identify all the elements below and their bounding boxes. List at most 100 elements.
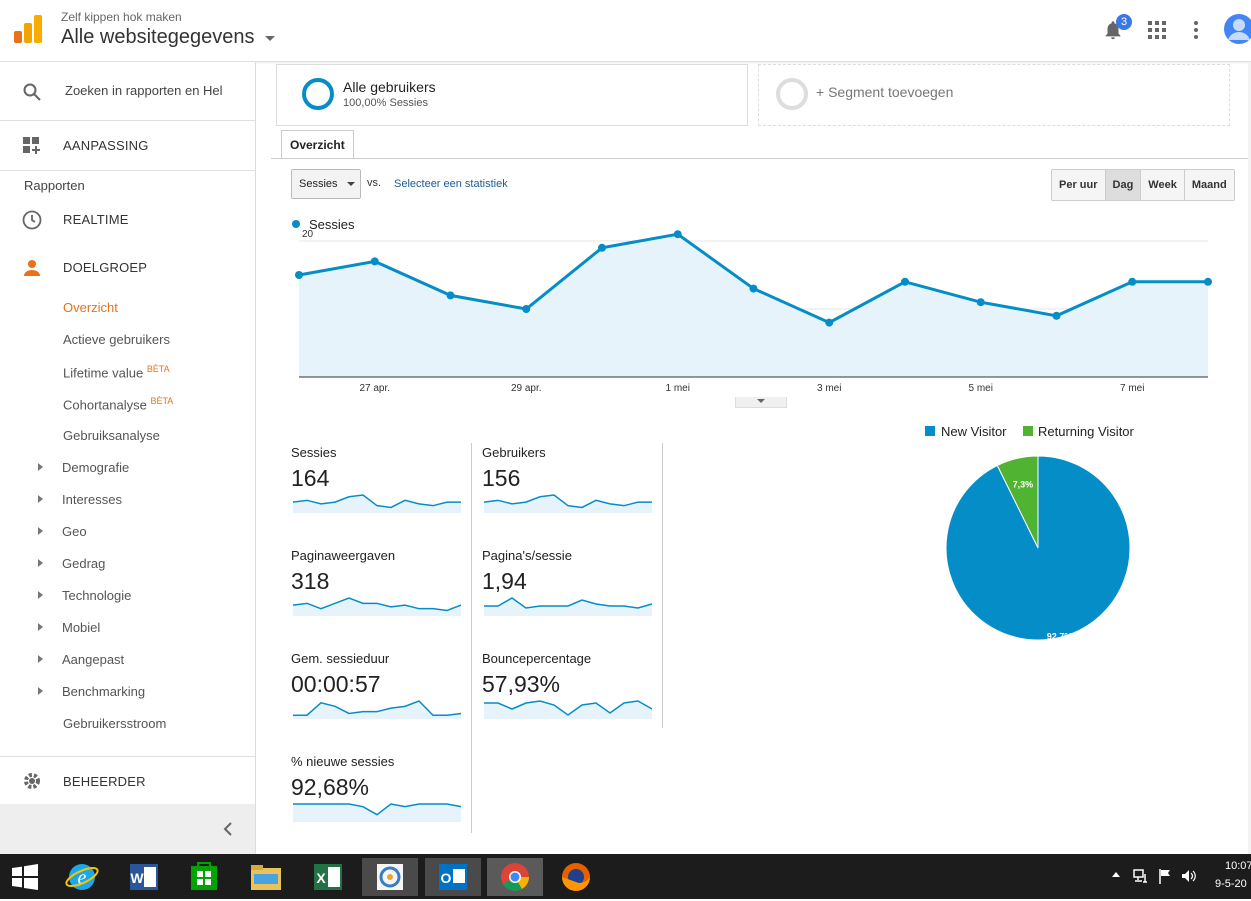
main-scrollbar-track[interactable]: [1248, 62, 1251, 854]
sidebar-item-realtime[interactable]: REALTIME: [63, 212, 129, 227]
sidebar-item-mobile[interactable]: Mobiel: [62, 620, 101, 635]
svg-text:O: O: [441, 870, 452, 886]
metric-sparkline: [292, 494, 461, 513]
metrics-divider: [662, 443, 663, 728]
account-name: Zelf kippen hok maken: [61, 10, 182, 24]
sidebar-item-demographics[interactable]: Demografie: [62, 460, 130, 475]
view-selector[interactable]: Alle websitegegevens: [61, 26, 255, 48]
metric-card[interactable]: Sessies 164: [291, 445, 471, 521]
vs-label: vs.: [367, 177, 382, 189]
expand-arrow-icon[interactable]: [38, 655, 43, 663]
metric-card[interactable]: Bouncepercentage 57,93%: [482, 651, 662, 727]
metric-card[interactable]: Paginaweergaven 318: [291, 548, 471, 624]
lifetime-value-label: Lifetime value: [63, 365, 144, 381]
chevron-down-icon[interactable]: [265, 36, 275, 41]
sidebar-footer: [0, 804, 255, 854]
expand-arrow-icon[interactable]: [38, 623, 43, 631]
sparkline-line: [293, 700, 462, 716]
metric-card[interactable]: Gem. sessieduur 00:00:57: [291, 651, 471, 727]
beta-badge: BÈTA: [146, 364, 170, 374]
pie-slice-new-visitor[interactable]: [945, 455, 1131, 641]
metric-sparkline: [484, 700, 653, 719]
pie-slice-label: 92,7%: [1047, 631, 1073, 641]
sidebar-item-customization[interactable]: AANPASSING: [63, 138, 149, 153]
report-search-input[interactable]: Zoeken in rapporten en Hel: [65, 83, 223, 98]
granularity-day-button[interactable]: Dag: [1105, 170, 1142, 200]
legend-dot: [292, 220, 300, 228]
search-icon[interactable]: [23, 83, 41, 101]
metric-sparkline: [483, 494, 652, 513]
file-explorer-icon[interactable]: [238, 858, 294, 896]
granularity-month-button[interactable]: Maand: [1184, 170, 1234, 200]
sidebar-item-active-users[interactable]: Actieve gebruikers: [63, 332, 170, 347]
sidebar-item-lifetime-value[interactable]: Lifetime value BÈTA: [63, 364, 170, 380]
sidebar-item-custom[interactable]: Aangepast: [62, 652, 125, 667]
select-metric-link[interactable]: Selecteer een statistiek: [394, 178, 508, 190]
clock-time[interactable]: 10:07: [1225, 860, 1251, 872]
sidebar-item-geo[interactable]: Geo: [62, 524, 87, 539]
metric-card[interactable]: % nieuwe sessies 92,68%: [291, 754, 471, 830]
metric-sparkline: [484, 597, 653, 616]
sparkline-line: [484, 597, 653, 609]
sidebar-item-admin[interactable]: BEHEERDER: [63, 774, 146, 789]
expand-arrow-icon[interactable]: [38, 495, 43, 503]
expand-arrow-icon[interactable]: [38, 463, 43, 471]
sidebar-item-interests[interactable]: Interesses: [62, 492, 122, 507]
sparkline-line: [293, 803, 462, 816]
sidebar: Zoeken in rapporten en Hel AANPASSING Ra…: [0, 62, 256, 854]
paint-app-icon[interactable]: [362, 858, 418, 896]
metric-card[interactable]: Gebruikers 156: [482, 445, 662, 521]
collapse-sidebar-icon[interactable]: [222, 822, 234, 836]
data-point: [1204, 277, 1212, 286]
tray-overflow-icon[interactable]: [1112, 872, 1120, 877]
sidebar-item-overview[interactable]: Overzicht: [63, 300, 118, 315]
word-icon[interactable]: W: [116, 858, 172, 896]
metric-card[interactable]: Pagina's/sessie 1,94: [482, 548, 662, 624]
analytics-logo[interactable]: [14, 15, 42, 43]
metric-dropdown[interactable]: Sessies: [291, 169, 361, 199]
internet-explorer-icon[interactable]: e: [54, 858, 110, 896]
legend-swatch-new: [925, 426, 935, 436]
sparkline-area: [293, 598, 461, 616]
add-segment-button[interactable]: + Segment toevoegen: [758, 64, 1230, 126]
tab-overview[interactable]: Overzicht: [281, 130, 354, 159]
segment-all-users[interactable]: Alle gebruikers 100,00% Sessies: [276, 64, 748, 126]
volume-icon[interactable]: [1181, 868, 1197, 884]
avatar[interactable]: [1224, 13, 1251, 45]
firefox-icon[interactable]: [548, 858, 604, 896]
chart-expand-handle[interactable]: [735, 397, 787, 408]
metric-sparkline: [292, 597, 462, 616]
granularity-toggle: Per uur Dag Week Maand: [1051, 169, 1235, 201]
sidebar-item-benchmarking[interactable]: Benchmarking: [62, 684, 146, 699]
chrome-icon[interactable]: [487, 858, 543, 896]
sidebar-item-user-explorer[interactable]: Gebruiksanalyse: [63, 428, 160, 443]
expand-arrow-icon[interactable]: [38, 527, 43, 535]
action-center-flag-icon[interactable]: [1158, 868, 1172, 884]
excel-icon[interactable]: X: [300, 858, 356, 896]
granularity-hour-button[interactable]: Per uur: [1052, 170, 1106, 200]
metric-value: 164: [291, 465, 330, 491]
network-icon[interactable]: [1133, 868, 1149, 884]
outlook-icon[interactable]: O: [425, 858, 481, 896]
clock-date[interactable]: 9-5-20: [1215, 878, 1247, 890]
granularity-week-button[interactable]: Week: [1141, 170, 1185, 200]
apps-grid-icon[interactable]: [1148, 21, 1166, 39]
metric-value: 92,68%: [291, 774, 370, 800]
sidebar-item-users-flow[interactable]: Gebruikersstroom: [63, 716, 167, 731]
metric-sparkline: [293, 803, 462, 822]
visitor-pie-svg: 7,3% 92,7%: [945, 455, 1131, 641]
sidebar-item-cohort[interactable]: Cohortanalyse BÈTA: [63, 396, 173, 412]
store-icon[interactable]: [176, 858, 232, 896]
metric-value: 57,93%: [482, 671, 561, 697]
expand-arrow-icon[interactable]: [38, 591, 43, 599]
sidebar-item-technology[interactable]: Technologie: [62, 588, 132, 603]
more-vert-icon[interactable]: [1192, 20, 1200, 40]
reports-heading: Rapporten: [24, 178, 85, 193]
area-fill: [299, 234, 1208, 377]
sidebar-item-behavior[interactable]: Gedrag: [62, 556, 106, 571]
expand-arrow-icon[interactable]: [38, 559, 43, 567]
sidebar-item-audience[interactable]: DOELGROEP: [63, 260, 148, 275]
pie-legend: New Visitor Returning Visitor: [925, 424, 1185, 440]
expand-arrow-icon[interactable]: [38, 687, 43, 695]
windows-start-icon[interactable]: [12, 864, 38, 890]
